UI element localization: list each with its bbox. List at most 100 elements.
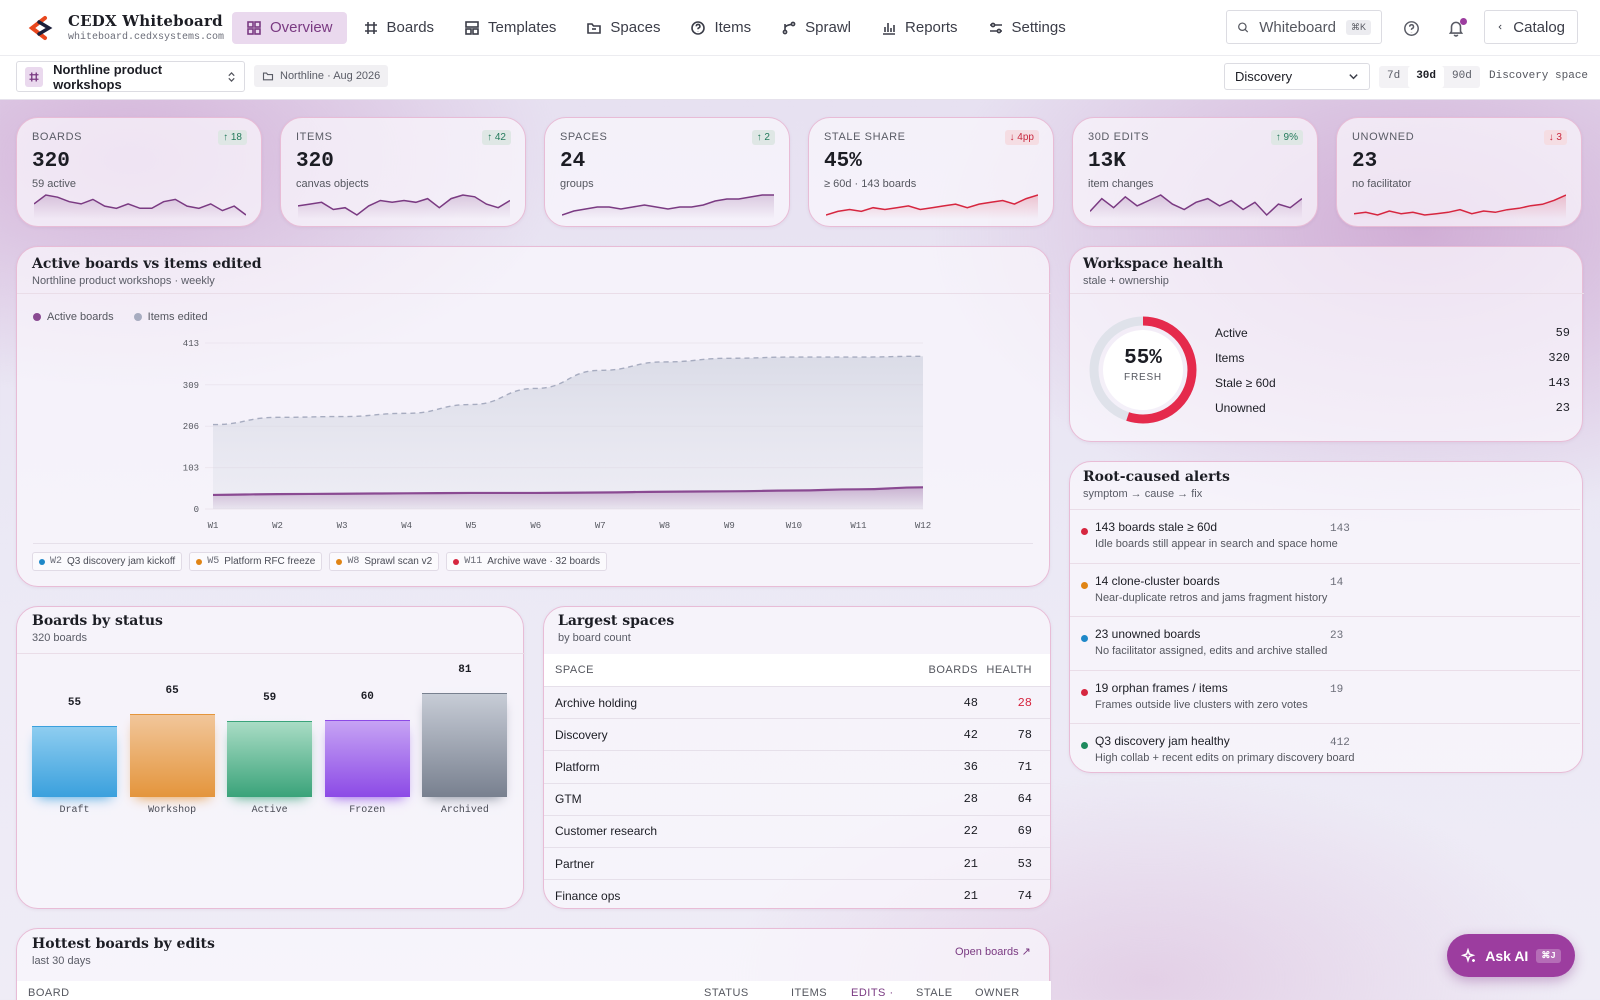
status-bar[interactable] bbox=[32, 726, 117, 797]
event-week: W2 bbox=[50, 556, 63, 567]
workspace-health-card: Workspace health stale + ownership 55% F… bbox=[1069, 246, 1584, 442]
alert-title: 23 unowned boards bbox=[1095, 627, 1201, 641]
kpi-card[interactable]: ITEMS 320 canvas objects ↑ 42 bbox=[280, 117, 526, 227]
kpi-value: 24 bbox=[560, 150, 586, 173]
col-owner[interactable]: OWNER bbox=[975, 987, 1020, 999]
col-boards[interactable]: BOARDS bbox=[928, 664, 978, 676]
col-status[interactable]: STATUS bbox=[704, 987, 749, 999]
x-tick-label: W4 bbox=[401, 521, 412, 531]
nav-items[interactable]: Items bbox=[676, 12, 765, 44]
event-tag[interactable]: W2 Q3 discovery jam kickoff bbox=[32, 552, 183, 571]
status-bar[interactable] bbox=[227, 721, 313, 797]
kpi-delta-badge: ↓ 4pp bbox=[1004, 130, 1039, 145]
top-nav-bar: CEDX Whiteboard whiteboard.cedxsystems.c… bbox=[0, 0, 1600, 56]
status-bar[interactable] bbox=[422, 693, 508, 797]
kpi-delta-badge: ↑ 18 bbox=[218, 130, 247, 145]
kpi-subtitle: groups bbox=[560, 178, 594, 190]
alert-item[interactable]: 19 orphan frames / items 19 Frames outside… bbox=[1070, 669, 1580, 723]
range-90d[interactable]: 90d bbox=[1452, 70, 1472, 82]
legend-items-edited[interactable]: Items edited bbox=[133, 311, 208, 323]
active-boards-line[interactable] bbox=[212, 486, 924, 497]
nav-settings[interactable]: Settings bbox=[974, 12, 1080, 44]
x-tick-label: W2 bbox=[272, 521, 283, 531]
bar-value: 55 bbox=[67, 697, 82, 710]
card-subtitle: last 30 days bbox=[32, 955, 91, 967]
space-select[interactable]: Discovery bbox=[1224, 63, 1370, 90]
col-items[interactable]: ITEMS bbox=[791, 987, 828, 999]
alert-item[interactable]: 14 clone-cluster boards 14 Near-duplicate … bbox=[1070, 562, 1580, 616]
nav-templates[interactable]: Templates bbox=[450, 12, 570, 44]
hash-icon bbox=[364, 21, 377, 34]
col-space[interactable]: SPACE bbox=[555, 664, 594, 676]
table-row[interactable]: Customer research 22 69 bbox=[544, 814, 1050, 847]
board-selector[interactable]: Northline product workshops bbox=[16, 61, 245, 92]
catalog-button[interactable]: Catalog bbox=[1484, 10, 1578, 44]
nav-reports[interactable]: Reports bbox=[867, 12, 972, 44]
card-subtitle: 320 boards bbox=[32, 632, 88, 644]
event-week: W8 bbox=[347, 556, 360, 567]
area-chart: 0 103 206 309 413 W1 W2 W3 W4 W5 W6 W7 W8 W9 W10 W11 W12 bbox=[183, 339, 931, 531]
event-tag[interactable]: W5 Platform RFC freeze bbox=[189, 552, 323, 571]
col-stale[interactable]: STALE bbox=[916, 987, 953, 999]
items-edited-line[interactable] bbox=[212, 355, 924, 426]
event-dot bbox=[453, 558, 460, 565]
kpi-card[interactable]: UNOWNED 23 no facilitator ↓ 3 bbox=[1336, 117, 1582, 227]
space-health: 71 bbox=[1017, 759, 1032, 774]
table-row[interactable]: Platform 36 71 bbox=[544, 750, 1050, 782]
breadcrumb[interactable]: Northline · Aug 2026 bbox=[254, 65, 389, 87]
health-stat-row: Stale ≥ 60d 143 bbox=[1215, 376, 1570, 390]
kpi-card[interactable]: BOARDS 320 59 active ↑ 18 bbox=[16, 117, 262, 227]
alert-item[interactable]: Q3 discovery jam healthy 412 High collab +… bbox=[1070, 723, 1580, 772]
kpi-label: BOARDS bbox=[32, 131, 83, 143]
nav-label: Overview bbox=[270, 19, 333, 36]
bar-label: Draft bbox=[59, 805, 90, 816]
bar-value: 59 bbox=[263, 692, 277, 705]
open-boards-link[interactable]: Open boards ↗ bbox=[955, 946, 1031, 958]
health-stat-label: Items bbox=[1215, 351, 1245, 365]
kpi-card[interactable]: 30D EDITS 13K item changes ↑ 9% bbox=[1072, 117, 1318, 227]
nav-spaces[interactable]: Spaces bbox=[572, 12, 674, 44]
col-health[interactable]: HEALTH bbox=[986, 664, 1032, 676]
alert-item[interactable]: 143 boards stale ≥ 60d 143 Idle boards sti… bbox=[1070, 509, 1580, 562]
kpi-card[interactable]: STALE SHARE 45% ≥ 60d · 143 boards ↓ 4pp bbox=[808, 117, 1054, 227]
alert-description: No facilitator assigned, edits and archi… bbox=[1095, 645, 1328, 657]
help-button[interactable] bbox=[1396, 13, 1426, 43]
space-name: Customer research bbox=[555, 824, 658, 839]
app-subtitle: whiteboard.cedxsystems.com bbox=[68, 32, 225, 43]
alert-description: Frames outside live clusters with zero v… bbox=[1095, 698, 1308, 711]
kpi-value: 45% bbox=[824, 150, 862, 173]
kpi-delta-badge: ↑ 42 bbox=[482, 130, 511, 145]
ask-ai-button[interactable]: Ask AI ⌘J bbox=[1447, 934, 1575, 977]
largest-spaces-card: Largest spaces by board count SPACE BOAR… bbox=[543, 606, 1051, 909]
nav-label: Boards bbox=[386, 19, 435, 36]
chevron-left-icon bbox=[1498, 24, 1502, 30]
event-tag[interactable]: W11 Archive wave · 32 boards bbox=[446, 552, 608, 571]
alert-item[interactable]: 23 unowned boards 23 No facilitator assign… bbox=[1070, 616, 1580, 669]
kpi-subtitle: canvas objects bbox=[296, 178, 369, 190]
bar-value: 60 bbox=[360, 690, 374, 703]
kpi-card[interactable]: SPACES 24 groups ↑ 2 bbox=[544, 117, 790, 227]
table-row[interactable]: GTM 28 64 bbox=[544, 782, 1050, 815]
table-row[interactable]: Finance ops 21 74 bbox=[544, 879, 1050, 908]
nav-boards[interactable]: Boards bbox=[349, 12, 449, 44]
range-7d[interactable]: 7d bbox=[1387, 70, 1401, 82]
search-input[interactable]: Whiteboard ⌘K bbox=[1226, 10, 1382, 44]
event-week: W11 bbox=[464, 556, 483, 567]
bar-label: Frozen bbox=[349, 805, 386, 816]
table-row[interactable]: Partner 21 53 bbox=[544, 847, 1050, 879]
event-tag[interactable]: W8 Sprawl scan v2 bbox=[329, 552, 440, 571]
table-row[interactable]: Discovery 42 78 bbox=[544, 718, 1050, 750]
notifications-button[interactable] bbox=[1441, 13, 1471, 43]
col-board[interactable]: BOARD bbox=[28, 987, 70, 999]
brand[interactable]: CEDX Whiteboard whiteboard.cedxsystems.c… bbox=[24, 12, 232, 43]
status-bar[interactable] bbox=[129, 713, 215, 797]
nav-overview[interactable]: Overview bbox=[232, 11, 347, 44]
alert-title: Q3 discovery jam healthy bbox=[1095, 734, 1230, 748]
event-text: Q3 discovery jam kickoff bbox=[67, 556, 176, 567]
col-edits[interactable]: EDITS · bbox=[851, 987, 894, 999]
range-30d[interactable]: 30d bbox=[1408, 66, 1445, 88]
legend-active-boards[interactable]: Active boards bbox=[33, 311, 114, 323]
nav-sprawl[interactable]: Sprawl bbox=[767, 12, 865, 44]
table-row[interactable]: Archive holding 48 28 bbox=[544, 686, 1050, 718]
status-bar[interactable] bbox=[324, 719, 410, 797]
